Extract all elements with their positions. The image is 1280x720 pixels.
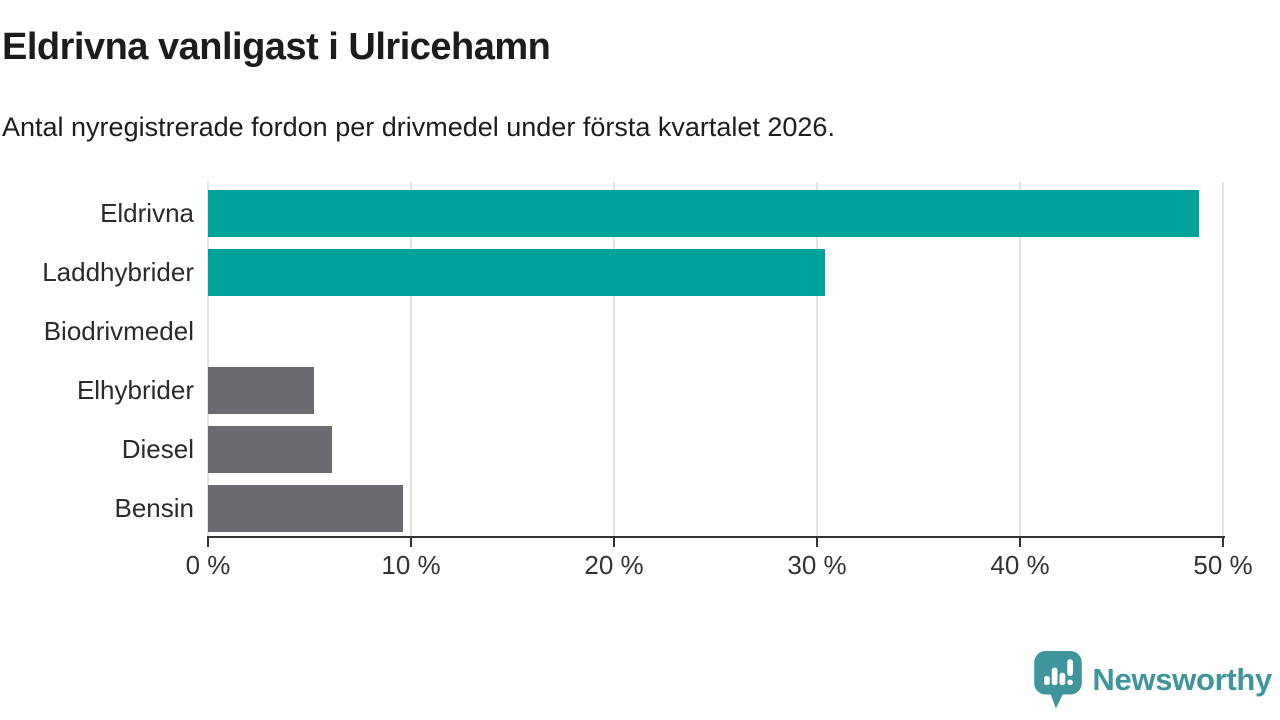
category-axis: Eldrivna Laddhybrider Biodrivmedel Elhybrid… <box>0 182 194 536</box>
bar-eldrivna <box>208 190 1199 237</box>
category-label-bensin: Bensin <box>114 493 195 523</box>
axis-tick-10 <box>410 536 412 547</box>
gridline-30 <box>816 182 818 536</box>
bar-elhybrider <box>208 367 314 414</box>
axis-tick-40 <box>1019 536 1021 547</box>
plot-area <box>207 182 1224 536</box>
axis-tick-label-10: 10 % <box>381 550 441 580</box>
category-label-eldrivna: Eldrivna <box>100 198 194 228</box>
axis-tick-30 <box>816 536 818 547</box>
category-label-laddhybrider: Laddhybrider <box>42 257 194 287</box>
brand-name: Newsworthy <box>1092 662 1272 697</box>
gridline-40 <box>1019 182 1021 536</box>
category-label-elhybrider: Elhybrider <box>76 375 194 405</box>
bar-bensin <box>208 485 403 532</box>
x-axis-line <box>207 536 1225 538</box>
axis-tick-50 <box>1222 536 1224 547</box>
axis-tick-label-50: 50 % <box>1193 550 1253 580</box>
axis-tick-0 <box>207 536 209 547</box>
newsworthy-logo-icon <box>1034 651 1083 709</box>
axis-tick-label-40: 40 % <box>990 550 1050 580</box>
bar-diesel <box>208 426 332 473</box>
axis-tick-label-30: 30 % <box>787 550 847 580</box>
brand-footer: Newsworthy <box>1033 650 1272 710</box>
category-label-biodrivmedel: Biodrivmedel <box>43 316 194 346</box>
gridline-0 <box>207 182 209 536</box>
gridline-20 <box>613 182 615 536</box>
chart-title: Eldrivna vanligast i Ulricehamn <box>2 26 551 68</box>
category-label-diesel: Diesel <box>121 434 194 464</box>
axis-tick-label-20: 20 % <box>584 550 644 580</box>
gridline-50 <box>1222 182 1224 536</box>
axis-tick-20 <box>613 536 615 547</box>
chart-subtitle: Antal nyregistrerade fordon per drivmede… <box>2 112 835 142</box>
axis-tick-label-0: 0 % <box>185 550 231 580</box>
bar-laddhybrider <box>208 249 825 296</box>
gridline-10 <box>410 182 412 536</box>
